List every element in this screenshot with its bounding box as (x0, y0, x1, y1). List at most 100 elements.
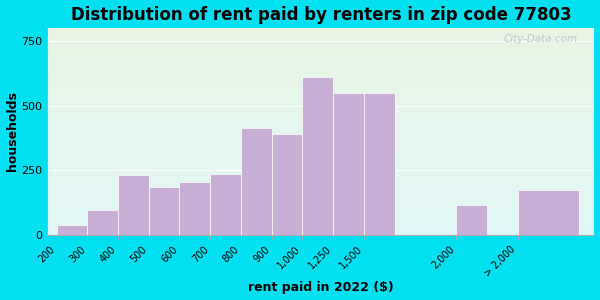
Bar (47, 131, 595, 134)
Bar (47, 231, 595, 233)
Bar (47, 88, 595, 90)
Bar (47, 28, 595, 30)
Bar (518, 190, 579, 235)
Bar (47, 92, 595, 94)
Bar (47, 98, 595, 101)
Bar (47, 34, 595, 36)
Bar (47, 94, 595, 96)
Bar (47, 156, 595, 158)
Bar (47, 189, 595, 191)
Bar (47, 223, 595, 225)
Bar (149, 187, 179, 235)
Bar (47, 59, 595, 61)
Bar (87, 210, 118, 235)
Bar (47, 125, 595, 127)
Bar (47, 32, 595, 34)
Bar (47, 212, 595, 214)
Bar (47, 140, 595, 142)
Bar (47, 148, 595, 150)
Bar (47, 173, 595, 175)
Bar (47, 65, 595, 67)
Bar (47, 196, 595, 198)
Bar (47, 171, 595, 173)
Bar (47, 183, 595, 185)
Bar (47, 229, 595, 231)
Bar (47, 49, 595, 51)
Bar (47, 210, 595, 212)
Bar (47, 163, 595, 165)
Bar (47, 181, 595, 183)
Bar (47, 69, 595, 71)
Bar (179, 182, 210, 235)
Bar (47, 150, 595, 152)
Bar (47, 109, 595, 111)
Bar (47, 53, 595, 55)
Bar (47, 191, 595, 194)
Bar (47, 185, 595, 188)
Bar (47, 206, 595, 208)
Bar (47, 188, 595, 189)
Bar (47, 154, 595, 156)
Bar (47, 177, 595, 179)
Bar (47, 194, 595, 196)
Bar (47, 57, 595, 59)
Bar (47, 38, 595, 40)
Bar (210, 174, 241, 235)
Bar (47, 146, 595, 148)
Bar (47, 134, 595, 136)
Bar (47, 208, 595, 210)
Bar (47, 225, 595, 227)
Bar (47, 121, 595, 123)
Bar (47, 142, 595, 144)
Bar (56, 225, 87, 235)
Bar (47, 78, 595, 80)
Bar (47, 138, 595, 140)
Bar (47, 63, 595, 65)
Bar (47, 71, 595, 74)
Bar (47, 127, 595, 129)
Bar (47, 198, 595, 200)
Bar (47, 200, 595, 202)
Bar (47, 169, 595, 171)
Bar (47, 179, 595, 181)
Bar (47, 136, 595, 138)
Bar (47, 61, 595, 63)
Text: City-Data.com: City-Data.com (504, 34, 578, 44)
Bar (47, 216, 595, 218)
X-axis label: rent paid in 2022 ($): rent paid in 2022 ($) (248, 281, 394, 294)
Bar (302, 77, 333, 235)
Bar (241, 128, 272, 235)
Bar (47, 106, 595, 109)
Bar (47, 100, 595, 102)
Bar (47, 160, 595, 163)
Bar (47, 96, 595, 98)
Bar (47, 40, 595, 42)
Bar (47, 102, 595, 104)
Bar (47, 42, 595, 44)
Bar (47, 204, 595, 206)
Y-axis label: households: households (5, 92, 19, 171)
Bar (47, 165, 595, 167)
Bar (272, 134, 302, 235)
Bar (47, 175, 595, 177)
Bar (47, 46, 595, 49)
Bar (47, 129, 595, 131)
Bar (47, 36, 595, 38)
Bar (118, 176, 149, 235)
Bar (47, 51, 595, 53)
Bar (47, 119, 595, 121)
Title: Distribution of rent paid by renters in zip code 77803: Distribution of rent paid by renters in … (71, 6, 571, 24)
Bar (47, 220, 595, 223)
Bar (47, 90, 595, 92)
Bar (47, 76, 595, 78)
Bar (47, 214, 595, 216)
Bar (47, 152, 595, 154)
Bar (47, 218, 595, 220)
Bar (47, 158, 595, 160)
Bar (456, 205, 487, 235)
Bar (47, 104, 595, 106)
Bar (333, 93, 364, 235)
Bar (47, 117, 595, 119)
Bar (47, 86, 595, 88)
Bar (47, 111, 595, 113)
